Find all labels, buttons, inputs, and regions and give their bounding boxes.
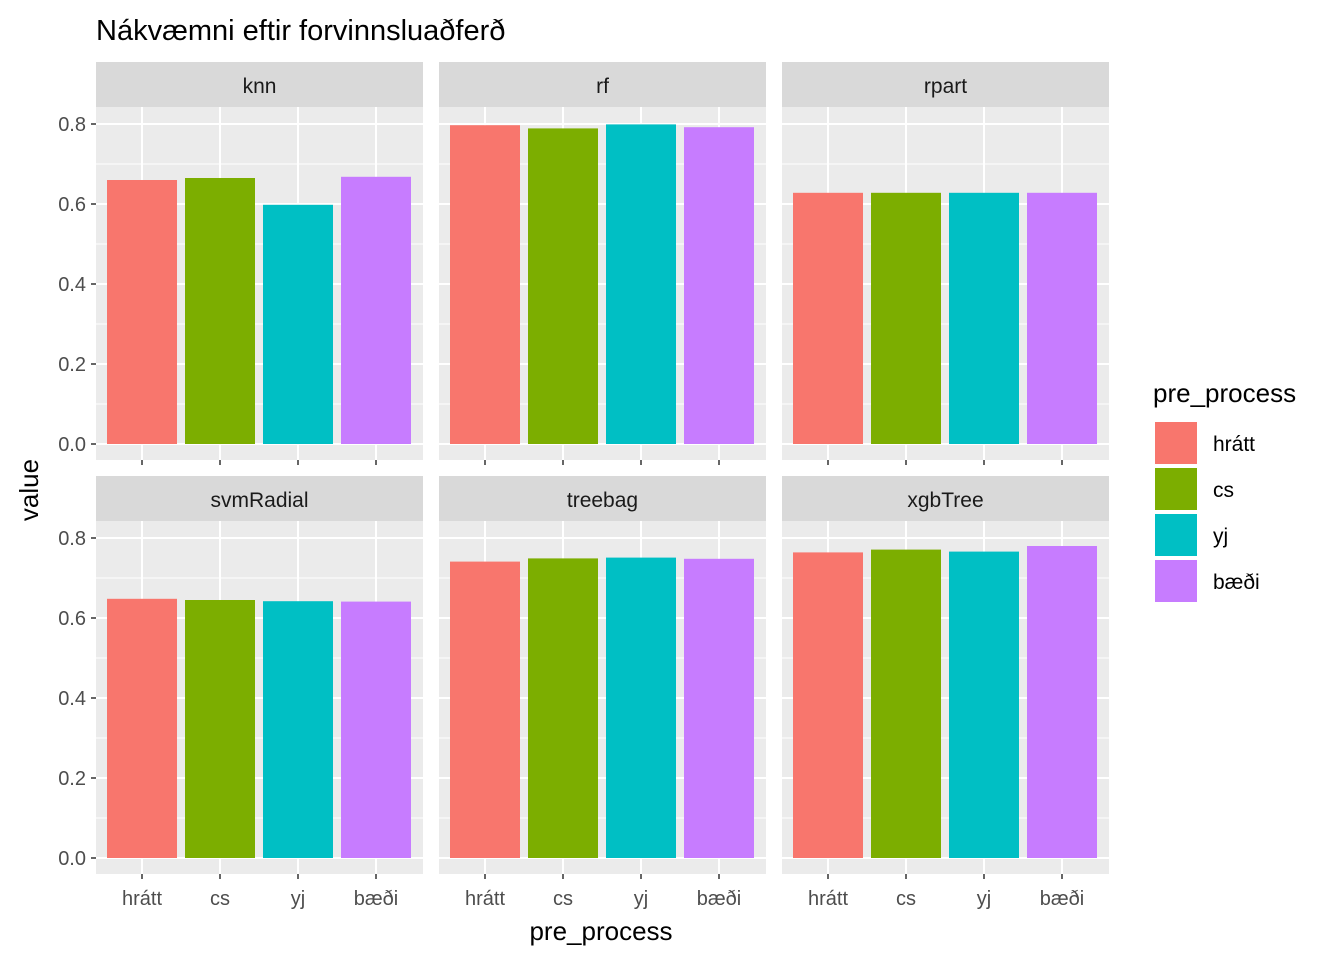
facet-panels: knn rf rpart svmRadial treebag xgbTree: [96, 62, 1109, 874]
bar-rf-yj: [606, 124, 676, 445]
facet-strip-label: rf: [596, 75, 609, 98]
y-tick-label: 0.8: [58, 114, 86, 136]
legend-label: cs: [1213, 479, 1234, 502]
x-tick-label: yj: [634, 888, 648, 910]
bar-knn-bæði: [341, 176, 411, 445]
y-tick-label: 0.2: [58, 354, 86, 376]
bar-rf-bæði: [684, 127, 754, 444]
legend-key-bæði: [1155, 560, 1197, 602]
bar-svmRadial-cs: [185, 600, 255, 858]
legend-items: hrátt cs yj bæði: [1155, 422, 1260, 602]
facet-panel-rf: rf: [439, 62, 766, 460]
bar-knn-cs: [185, 178, 255, 444]
bar-rpart-hrátt: [793, 192, 863, 444]
y-tick-label: 0.6: [58, 608, 86, 630]
bar-rf-cs: [528, 128, 598, 444]
bar-treebag-hrátt: [450, 561, 520, 858]
facet-strip: [439, 476, 766, 521]
bar-rpart-bæði: [1027, 192, 1097, 444]
y-tick-label: 0.6: [58, 194, 86, 216]
bar-xgbTree-yj: [949, 551, 1019, 858]
x-tick-label: yj: [977, 888, 991, 910]
bar-knn-yj: [263, 204, 333, 444]
y-tick-label: 0.0: [58, 848, 86, 870]
bar-knn-hrátt: [107, 180, 177, 444]
x-axis-title: pre_process: [529, 916, 672, 946]
bar-rf-hrátt: [450, 125, 520, 444]
bar-svmRadial-hrátt: [107, 598, 177, 858]
facet-panel-svmRadial: svmRadial: [96, 476, 423, 874]
facet-panel-xgbTree: xgbTree: [782, 476, 1109, 874]
bar-rpart-cs: [871, 192, 941, 444]
bar-xgbTree-hrátt: [793, 552, 863, 858]
y-tick-label: 0.4: [58, 274, 86, 296]
bar-treebag-cs: [528, 558, 598, 858]
x-tick-label: bæði: [354, 888, 398, 910]
bar-xgbTree-bæði: [1027, 546, 1097, 858]
bar-svmRadial-yj: [263, 601, 333, 858]
facet-panel-knn: knn: [96, 62, 423, 460]
x-axes: hrátt cs yj bæði hrátt cs yj bæði hrátt cs yj bæði: [122, 460, 1084, 910]
chart-title: Nákvæmni eftir forvinnsluaðferð: [96, 15, 505, 47]
legend-key-hrátt: [1155, 422, 1197, 464]
facet-strip-label: rpart: [924, 75, 967, 98]
x-tick-label: hrátt: [122, 888, 162, 910]
bar-xgbTree-cs: [871, 549, 941, 858]
x-tick-label: yj: [291, 888, 305, 910]
y-tick-label: 0.8: [58, 528, 86, 550]
x-tick-label: cs: [553, 888, 573, 910]
y-axes: 0.0 0.2 0.4 0.6 0.8 0.0 0.2 0.4 0.6 0.8: [58, 114, 96, 870]
x-tick-label: hrátt: [465, 888, 505, 910]
legend-label: hrátt: [1213, 433, 1255, 456]
bar-treebag-bæði: [684, 558, 754, 858]
facet-strip-label: xgbTree: [907, 489, 983, 512]
y-tick-label: 0.2: [58, 768, 86, 790]
legend-key-cs: [1155, 468, 1197, 510]
legend: pre_process hrátt cs yj bæði: [1153, 378, 1296, 602]
facet-strip: [782, 476, 1109, 521]
legend-label: bæði: [1213, 571, 1260, 594]
x-tick-label: bæði: [1040, 888, 1084, 910]
legend-title: pre_process: [1153, 378, 1296, 408]
x-tick-label: cs: [210, 888, 230, 910]
facet-panel-rpart: rpart: [782, 62, 1109, 460]
bar-rpart-yj: [949, 192, 1019, 444]
legend-label: yj: [1213, 525, 1228, 548]
y-tick-label: 0.4: [58, 688, 86, 710]
facet-strip-label: knn: [243, 75, 277, 98]
y-axis-title: value: [14, 459, 44, 521]
bar-svmRadial-bæði: [341, 601, 411, 858]
facet-strip-label: svmRadial: [210, 489, 308, 512]
facet-strip: [96, 476, 423, 521]
facet-panel-treebag: treebag: [439, 476, 766, 874]
legend-key-yj: [1155, 514, 1197, 556]
x-tick-label: bæði: [697, 888, 741, 910]
y-tick-label: 0.0: [58, 434, 86, 456]
x-tick-label: cs: [896, 888, 916, 910]
facet-strip: [96, 62, 423, 107]
facet-strip: [782, 62, 1109, 107]
bar-treebag-yj: [606, 557, 676, 858]
facet-strip: [439, 62, 766, 107]
x-tick-label: hrátt: [808, 888, 848, 910]
facet-strip-label: treebag: [567, 489, 638, 512]
